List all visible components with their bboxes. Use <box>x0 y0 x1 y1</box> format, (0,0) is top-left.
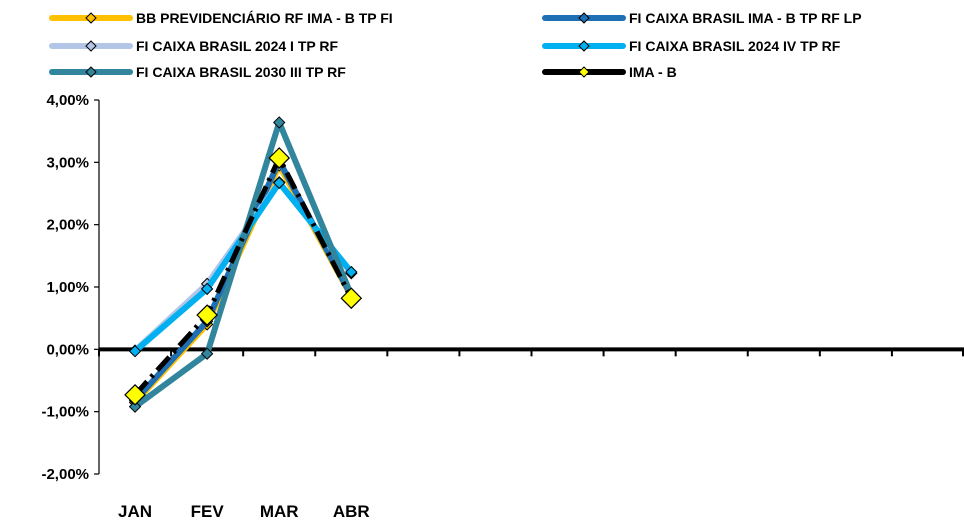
legend-item-2: FI CAIXA BRASIL 2024 I TP RF <box>49 38 338 54</box>
legend-item-1: FI CAIXA BRASIL IMA - B TP RF LP <box>542 10 862 26</box>
series-5 <box>124 147 363 406</box>
legend-label: FI CAIXA BRASIL 2024 I TP RF <box>136 38 338 54</box>
data-point-marker <box>128 400 142 413</box>
x-tick-label-abr: ABR <box>333 502 370 521</box>
data-point-marker <box>268 147 291 169</box>
y-tick-label: 1,00% <box>46 279 89 296</box>
legend-swatch-marker <box>85 40 97 52</box>
x-tick-label-jan: JAN <box>118 502 152 521</box>
data-point-marker <box>200 347 214 360</box>
legend-label: BB PREVIDENCIÁRIO RF IMA - B TP FI <box>136 10 393 26</box>
data-point-marker <box>124 383 146 406</box>
series-3 <box>128 176 358 358</box>
x-tick-label-fev: FEV <box>191 502 225 521</box>
y-tick-label: 2,00% <box>46 217 89 234</box>
y-tick-label: -2,00% <box>41 466 89 483</box>
legend: BB PREVIDENCIÁRIO RF IMA - B TP FI FI CAI… <box>49 10 862 80</box>
data-point-marker <box>273 176 286 190</box>
data-point-marker <box>128 344 142 358</box>
x-axis: JAN FEV MAR ABR <box>98 347 964 521</box>
data-point-marker <box>273 116 286 129</box>
y-axis: 4,00% 3,00% 2,00% 1,00% 0,00% -1,00% -2,00% <box>41 92 100 483</box>
series-1 <box>128 154 358 407</box>
data-point-marker <box>340 287 363 310</box>
legend-item-0: BB PREVIDENCIÁRIO RF IMA - B TP FI <box>49 10 393 26</box>
legend-swatch-marker <box>85 66 97 78</box>
data-point-marker <box>345 265 358 279</box>
series-line <box>133 155 354 397</box>
series-line <box>132 158 354 403</box>
x-tick-label-mar: MAR <box>260 502 299 521</box>
series-layer <box>124 116 363 413</box>
legend-swatch-marker <box>578 66 590 78</box>
legend-label: FI CAIXA BRASIL 2024 IV TP RF <box>629 38 841 54</box>
y-tick-label: 3,00% <box>46 154 89 171</box>
legend-swatch-marker <box>578 12 590 24</box>
y-tick-label: 4,00% <box>46 92 89 109</box>
legend-swatch-marker <box>85 12 97 24</box>
y-tick-label: 0,00% <box>46 341 89 358</box>
y-tick-label: -1,00% <box>41 404 89 421</box>
legend-item-5: IMA - B <box>542 64 677 80</box>
legend-label: IMA - B <box>629 64 677 80</box>
data-point-marker <box>196 304 218 326</box>
series-line <box>133 119 355 410</box>
legend-item-4: FI CAIXA BRASIL 2030 III TP RF <box>49 64 346 80</box>
legend-item-3: FI CAIXA BRASIL 2024 IV TP RF <box>542 38 841 54</box>
legend-label: FI CAIXA BRASIL IMA - B TP RF LP <box>629 10 862 26</box>
series-line <box>133 179 354 354</box>
legend-swatch-marker <box>578 40 590 52</box>
data-point-marker <box>200 282 214 296</box>
legend-label: FI CAIXA BRASIL 2030 III TP RF <box>136 64 346 80</box>
